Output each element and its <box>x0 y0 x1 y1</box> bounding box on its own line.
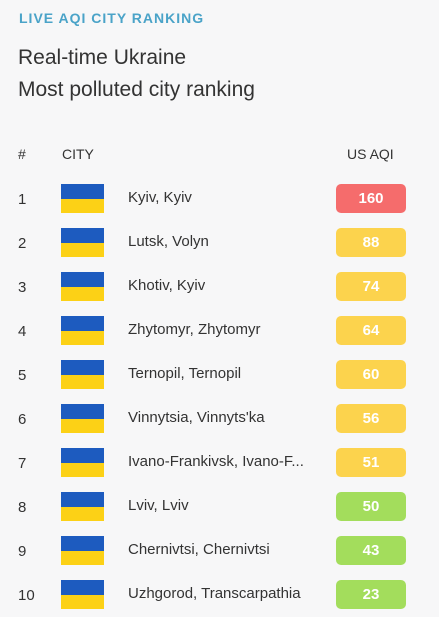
aqi-badge: 74 <box>336 272 406 301</box>
rank-number: 4 <box>18 323 27 340</box>
table-row[interactable]: 5 Ternopil, Ternopil 60 <box>0 352 439 396</box>
eyebrow-heading: LIVE AQI CITY RANKING <box>19 10 205 26</box>
ranking-list: 1 Kyiv, Kyiv 160 2 Lutsk, Volyn 88 3 Khotiv, Ky… <box>0 176 439 616</box>
rank-number: 3 <box>18 279 27 296</box>
table-header: # CITY US AQI <box>0 146 439 164</box>
city-name-link[interactable]: Uzhgorod, Transcarpathia <box>128 585 301 602</box>
city-name-link[interactable]: Lutsk, Volyn <box>128 233 209 250</box>
city-name-link[interactable]: Kyiv, Kyiv <box>128 189 192 206</box>
table-row[interactable]: 4 Zhytomyr, Zhytomyr 64 <box>0 308 439 352</box>
ukraine-flag-icon <box>61 448 104 477</box>
table-row[interactable]: 10 Uzhgorod, Transcarpathia 23 <box>0 572 439 616</box>
aqi-badge: 160 <box>336 184 406 213</box>
aqi-badge: 50 <box>336 492 406 521</box>
ukraine-flag-icon <box>61 536 104 565</box>
header-rank: # <box>18 146 26 162</box>
header-city: CITY <box>62 146 94 162</box>
header-us-aqi: US AQI <box>347 146 394 162</box>
title-line-1: Real-time Ukraine <box>18 46 187 69</box>
rank-number: 7 <box>18 455 27 472</box>
ukraine-flag-icon <box>61 228 104 257</box>
table-row[interactable]: 3 Khotiv, Kyiv 74 <box>0 264 439 308</box>
ukraine-flag-icon <box>61 580 104 609</box>
aqi-badge: 88 <box>336 228 406 257</box>
rank-number: 8 <box>18 499 27 516</box>
table-row[interactable]: 1 Kyiv, Kyiv 160 <box>0 176 439 220</box>
city-name-link[interactable]: Ternopil, Ternopil <box>128 365 242 382</box>
rank-number: 1 <box>18 191 27 208</box>
ukraine-flag-icon <box>61 404 104 433</box>
rank-number: 6 <box>18 411 27 428</box>
table-row[interactable]: 7 Ivano-Frankivsk, Ivano-F... 51 <box>0 440 439 484</box>
city-name-link[interactable]: Lviv, Lviv <box>128 497 189 514</box>
table-row[interactable]: 9 Chernivtsi, Chernivtsi 43 <box>0 528 439 572</box>
ukraine-flag-icon <box>61 360 104 389</box>
aqi-badge: 23 <box>336 580 406 609</box>
aqi-badge: 51 <box>336 448 406 477</box>
ukraine-flag-icon <box>61 272 104 301</box>
rank-number: 9 <box>18 543 27 560</box>
rank-number: 2 <box>18 235 27 252</box>
table-row[interactable]: 8 Lviv, Lviv 50 <box>0 484 439 528</box>
rank-number: 10 <box>18 587 35 604</box>
rank-number: 5 <box>18 367 27 384</box>
ukraine-flag-icon <box>61 184 104 213</box>
city-name-link[interactable]: Zhytomyr, Zhytomyr <box>128 321 261 338</box>
city-name-link[interactable]: Chernivtsi, Chernivtsi <box>128 541 270 558</box>
aqi-badge: 64 <box>336 316 406 345</box>
aqi-badge: 43 <box>336 536 406 565</box>
city-name-link[interactable]: Khotiv, Kyiv <box>128 277 206 294</box>
table-row[interactable]: 6 Vinnytsia, Vinnyts'ka 56 <box>0 396 439 440</box>
aqi-badge: 56 <box>336 404 406 433</box>
table-row[interactable]: 2 Lutsk, Volyn 88 <box>0 220 439 264</box>
city-name-link[interactable]: Ivano-Frankivsk, Ivano-F... <box>128 453 304 470</box>
aqi-badge: 60 <box>336 360 406 389</box>
ukraine-flag-icon <box>61 316 104 345</box>
ukraine-flag-icon <box>61 492 104 521</box>
title-line-2: Most polluted city ranking <box>18 78 255 101</box>
city-name-link[interactable]: Vinnytsia, Vinnyts'ka <box>128 409 265 426</box>
page-title: Real-time Ukraine Most polluted city ran… <box>18 42 255 106</box>
